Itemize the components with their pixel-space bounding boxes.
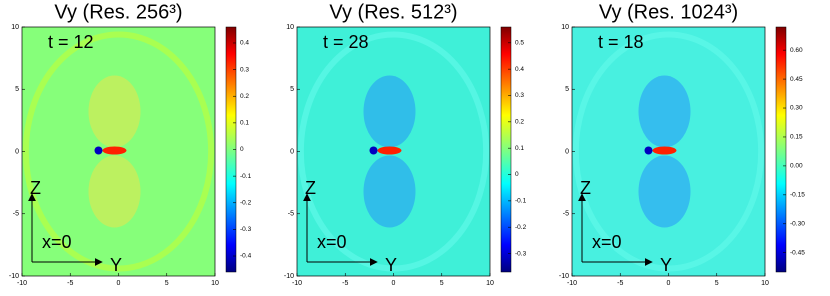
jet-core bbox=[102, 146, 127, 155]
z-label: Z bbox=[30, 178, 41, 198]
colorbar-tick-label: -0.2 bbox=[240, 199, 252, 206]
x-tick-label: 0 bbox=[392, 280, 396, 287]
jet-core bbox=[369, 146, 378, 155]
jet-core bbox=[652, 146, 677, 155]
colorbar-tick-label: 0.30 bbox=[790, 105, 803, 112]
colorbar-tick-label: 0.1 bbox=[515, 145, 524, 152]
y-tick-label: -10 bbox=[9, 273, 19, 280]
x-tick-label: 0 bbox=[667, 280, 671, 287]
colorbar-tick-label: 0.3 bbox=[240, 66, 249, 73]
slice-label: x=0 bbox=[317, 232, 347, 252]
y-tick-label: -5 bbox=[288, 211, 294, 218]
x-tick-label: -5 bbox=[342, 280, 348, 287]
field-image bbox=[572, 27, 765, 276]
lobe bbox=[363, 155, 416, 228]
x-tick-label: 10 bbox=[211, 280, 219, 287]
field-image bbox=[297, 27, 490, 276]
x-tick-label: -10 bbox=[292, 280, 302, 287]
slice-label: x=0 bbox=[592, 232, 622, 252]
field-image bbox=[22, 27, 215, 276]
panel-title: Vy (Res. 1024³) bbox=[599, 1, 738, 23]
colorbar-tick-label: -0.3 bbox=[515, 250, 527, 257]
y-tick-label: 5 bbox=[290, 86, 294, 93]
colorbar-tick-label: 0.2 bbox=[240, 93, 249, 100]
y-tick-label: 0 bbox=[290, 148, 294, 155]
panel: Vy (Res. 256³) -10 -5 0 5 10 -10 -5 0 5 10 t = 12 Zx… bbox=[9, 1, 252, 287]
colorbar-tick-label: -0.45 bbox=[790, 249, 805, 256]
colorbar-tick-label: 0 bbox=[515, 171, 519, 178]
time-label: t = 28 bbox=[323, 32, 369, 52]
colorbar-tick-label: 0.2 bbox=[515, 119, 524, 126]
colorbar-tick-label: 0.5 bbox=[515, 40, 524, 47]
y-tick-label: 0 bbox=[565, 148, 569, 155]
y-tick-label: 5 bbox=[15, 86, 19, 93]
x-tick-label: 0 bbox=[117, 280, 121, 287]
y-tick-label: -10 bbox=[284, 273, 294, 280]
lobe bbox=[638, 75, 691, 148]
panel: Vy (Res. 512³) -10 -5 0 5 10 -10 -5 0 5 10 t = 28 Zx… bbox=[284, 1, 527, 287]
x-tick-label: 10 bbox=[761, 280, 769, 287]
panel-title: Vy (Res. 512³) bbox=[329, 1, 457, 23]
x-tick-label: 5 bbox=[440, 280, 444, 287]
colorbar-tick-label: 0.45 bbox=[790, 76, 803, 83]
x-tick-label: 10 bbox=[486, 280, 494, 287]
wave-front bbox=[297, 31, 490, 272]
colorbar-tick-label: -0.15 bbox=[790, 192, 805, 199]
colorbar-tick-label: 0.4 bbox=[515, 66, 524, 73]
colorbar bbox=[775, 26, 787, 273]
y-label: Y bbox=[660, 255, 672, 275]
jet-core bbox=[644, 146, 653, 155]
colorbar-tick-label: 0 bbox=[240, 146, 244, 153]
lobe bbox=[88, 75, 141, 148]
colorbar-tick-label: -0.1 bbox=[240, 173, 252, 180]
jet-core bbox=[94, 146, 103, 155]
x-tick-label: 5 bbox=[715, 280, 719, 287]
y-tick-label: 5 bbox=[565, 86, 569, 93]
colorbar-tick-label: -0.2 bbox=[515, 224, 527, 231]
colorbar-tick-label: -0.4 bbox=[240, 253, 252, 260]
colorbar-tick-label: 0.3 bbox=[515, 92, 524, 99]
y-tick-label: -5 bbox=[13, 211, 19, 218]
wave-front bbox=[22, 31, 215, 272]
x-tick-label: -10 bbox=[17, 280, 27, 287]
y-tick-label: 10 bbox=[11, 24, 19, 31]
y-tick-label: 10 bbox=[286, 24, 294, 31]
lobe bbox=[88, 155, 141, 228]
colorbar-tick-label: 0.1 bbox=[240, 120, 249, 127]
colorbar bbox=[500, 26, 512, 273]
slice-label: x=0 bbox=[42, 232, 72, 252]
x-tick-label: -10 bbox=[567, 280, 577, 287]
colorbar-tick-label: 0.00 bbox=[790, 163, 803, 170]
z-label: Z bbox=[305, 178, 316, 198]
time-label: t = 18 bbox=[598, 32, 644, 52]
colorbar-tick-label: 0.15 bbox=[790, 134, 803, 141]
y-tick-label: -5 bbox=[563, 211, 569, 218]
x-tick-label: -5 bbox=[617, 280, 623, 287]
colorbar-tick-label: -0.1 bbox=[515, 198, 527, 205]
wave-front bbox=[572, 31, 765, 272]
lobe bbox=[638, 155, 691, 228]
y-label: Y bbox=[110, 255, 122, 275]
colorbar-tick-label: -0.30 bbox=[790, 220, 805, 227]
jet-core bbox=[377, 146, 402, 155]
x-tick-label: -5 bbox=[67, 280, 73, 287]
colorbar-tick-label: 0.4 bbox=[240, 40, 249, 47]
z-label: Z bbox=[580, 178, 591, 198]
x-tick-label: 5 bbox=[165, 280, 169, 287]
panel: Vy (Res. 1024³) -10 -5 0 5 10 -10 -5 0 5 10 t = 18 Z… bbox=[559, 1, 805, 287]
y-label: Y bbox=[385, 255, 397, 275]
panel-title: Vy (Res. 256³) bbox=[54, 1, 182, 23]
time-label: t = 12 bbox=[48, 32, 94, 52]
lobe bbox=[363, 75, 416, 148]
colorbar-tick-label: 0.60 bbox=[790, 47, 803, 54]
y-tick-label: -10 bbox=[559, 273, 569, 280]
colorbar-tick-label: -0.3 bbox=[240, 226, 252, 233]
y-tick-label: 0 bbox=[15, 148, 19, 155]
y-tick-label: 10 bbox=[561, 24, 569, 31]
